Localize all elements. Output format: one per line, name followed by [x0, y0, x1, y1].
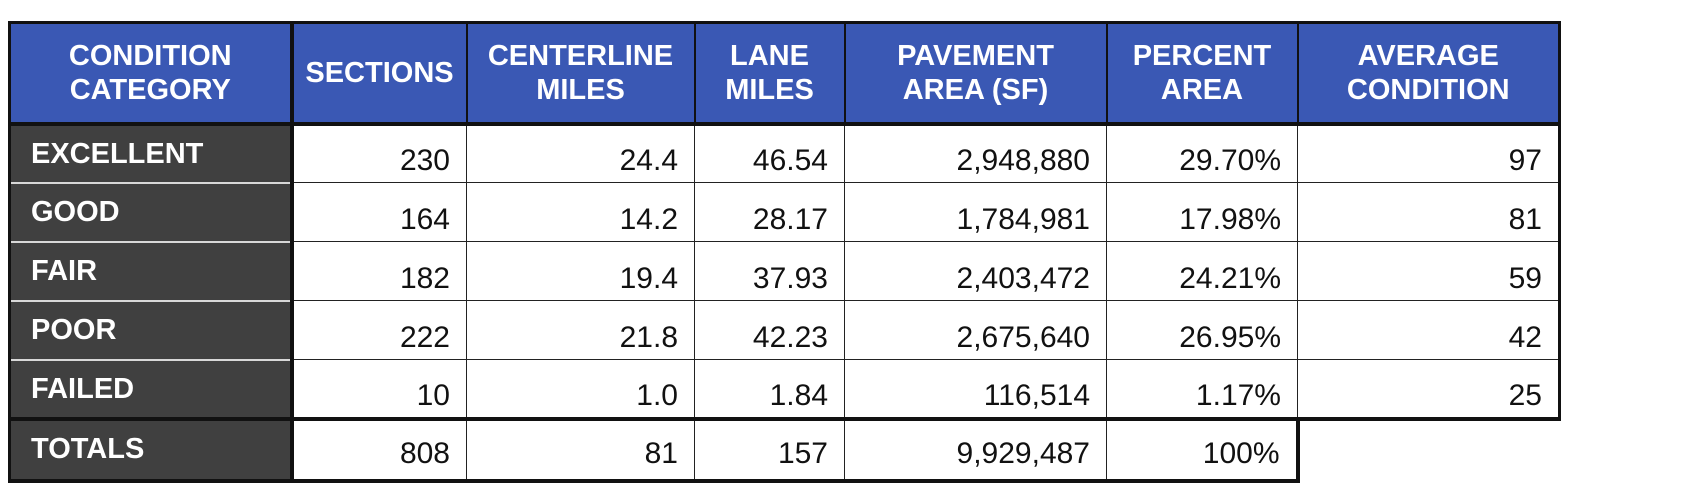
header-pavement-area: PAVEMENT AREA (SF)	[843, 21, 1108, 126]
cell-pavement-area: 116,514	[844, 359, 1107, 421]
cell-pavement-area: 1,784,981	[844, 182, 1107, 242]
cell-sections: 182	[291, 241, 467, 301]
header-label: AVERAGE CONDITION	[1346, 39, 1510, 106]
cell-percent-area: 24.21%	[1106, 241, 1298, 301]
cell-average-condition: 42	[1297, 300, 1561, 360]
totals-label: TOTALS	[8, 418, 294, 483]
table-row: FAIR 182 19.4 37.93 2,403,472 24.21% 59	[8, 241, 1561, 302]
row-category: POOR	[8, 300, 294, 361]
cell-sections: 10	[291, 359, 467, 421]
header-percent-area: PERCENT AREA	[1105, 21, 1299, 126]
total-pavement-area: 9,929,487	[844, 418, 1107, 483]
cell-average-condition: 81	[1297, 182, 1561, 242]
cell-centerline-miles: 21.8	[466, 300, 695, 360]
cell-lane-miles: 37.93	[694, 241, 845, 301]
header-label: LANE MILES	[725, 39, 814, 106]
total-sections: 808	[291, 418, 467, 483]
header-row: CONDITION CATEGORY SECTIONS CENTERLINE MIL…	[8, 21, 1561, 126]
total-lane-miles: 157	[694, 418, 845, 483]
header-label: CENTERLINE MILES	[487, 39, 674, 106]
row-category: FAIR	[8, 241, 294, 302]
cell-centerline-miles: 19.4	[466, 241, 695, 301]
cell-average-condition: 59	[1297, 241, 1561, 301]
cell-lane-miles: 1.84	[694, 359, 845, 421]
totals-row: TOTALS 808 81 157 9,929,487 100%	[8, 418, 1560, 483]
table-row: EXCELLENT 230 24.4 46.54 2,948,880 29.70…	[8, 123, 1561, 184]
header-label: PAVEMENT AREA (SF)	[897, 39, 1054, 106]
header-lane-miles: LANE MILES	[693, 21, 846, 126]
cell-percent-area: 1.17%	[1106, 359, 1298, 421]
cell-percent-area: 17.98%	[1106, 182, 1298, 242]
table-row: FAILED 10 1.0 1.84 116,514 1.17% 25	[8, 359, 1561, 421]
pavement-condition-table: CONDITION CATEGORY SECTIONS CENTERLINE MIL…	[8, 21, 1561, 483]
header-sections: SECTIONS	[290, 21, 468, 126]
row-category: GOOD	[8, 182, 294, 243]
empty-cell	[1297, 418, 1560, 481]
cell-lane-miles: 28.17	[694, 182, 845, 242]
cell-sections: 230	[291, 123, 467, 183]
cell-lane-miles: 46.54	[694, 123, 845, 183]
header-average-condition: AVERAGE CONDITION	[1296, 21, 1561, 126]
total-percent-area: 100%	[1106, 418, 1300, 483]
cell-pavement-area: 2,675,640	[844, 300, 1107, 360]
table-row: GOOD 164 14.2 28.17 1,784,981 17.98% 81	[8, 182, 1561, 243]
cell-pavement-area: 2,948,880	[844, 123, 1107, 183]
row-category: EXCELLENT	[8, 123, 294, 184]
header-condition-category: CONDITION CATEGORY	[8, 21, 294, 126]
cell-centerline-miles: 14.2	[466, 182, 695, 242]
header-label: SECTIONS	[305, 56, 454, 89]
cell-pavement-area: 2,403,472	[844, 241, 1107, 301]
cell-centerline-miles: 1.0	[466, 359, 695, 421]
cell-lane-miles: 42.23	[694, 300, 845, 360]
total-centerline-miles: 81	[466, 418, 695, 483]
header-label: PERCENT AREA	[1132, 39, 1272, 106]
cell-centerline-miles: 24.4	[466, 123, 695, 183]
row-category: FAILED	[8, 359, 294, 421]
cell-sections: 222	[291, 300, 467, 360]
header-label: CONDITION CATEGORY	[68, 39, 232, 106]
cell-average-condition: 97	[1297, 123, 1561, 183]
table-row: POOR 222 21.8 42.23 2,675,640 26.95% 42	[8, 300, 1561, 361]
cell-percent-area: 29.70%	[1106, 123, 1298, 183]
cell-average-condition: 25	[1297, 359, 1561, 421]
header-centerline-miles: CENTERLINE MILES	[465, 21, 696, 126]
cell-percent-area: 26.95%	[1106, 300, 1298, 360]
cell-sections: 164	[291, 182, 467, 242]
